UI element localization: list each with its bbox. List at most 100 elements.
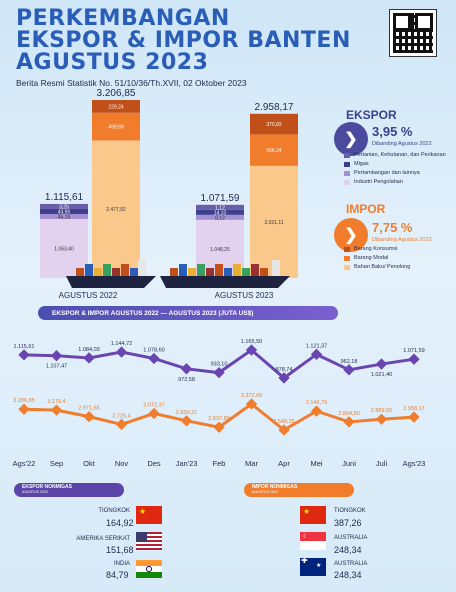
impor-total-label: 2.958,17	[255, 102, 294, 113]
ekspor-segment-label: 1.063,40	[54, 246, 74, 252]
data-label: 1.144,72	[111, 341, 132, 347]
ekspor-heading: EKSPOR	[346, 108, 397, 122]
ekspor-country-1-name: TIONGKOK	[98, 508, 130, 514]
x-tick-label: Mar	[245, 459, 258, 468]
ekspor-segment-label: 1.048,25	[210, 247, 230, 253]
data-point	[18, 349, 30, 361]
ship-container	[170, 268, 178, 276]
impor-total-label: 3.206,85	[97, 88, 136, 99]
ship-container	[260, 268, 268, 276]
data-label: 962,18	[341, 359, 358, 365]
legend-swatch	[344, 161, 350, 167]
ekspor-segment-label: 45,16	[58, 214, 71, 220]
ship-container	[197, 264, 205, 276]
ship-container	[233, 264, 241, 276]
ekspor-segment-label: 1,12	[215, 205, 225, 211]
ship-container	[224, 268, 232, 276]
singapore-flag-icon: ☾	[300, 532, 326, 550]
data-point	[278, 372, 290, 384]
ship-container	[215, 264, 223, 276]
data-point	[408, 353, 420, 365]
china-flag-icon: ★	[136, 506, 162, 524]
ekspor-country-2-value: 151,68	[106, 545, 134, 555]
ekspor-bar-segment	[40, 208, 88, 214]
ekspor-nonmigas-pill: EKSPOR NONMIGAS AGUSTUS 2023	[14, 483, 124, 497]
data-label: 1.121,37	[306, 343, 327, 349]
data-point	[83, 352, 95, 364]
ship-cabin	[138, 260, 146, 276]
ekspor-country-3-name: INDIA	[113, 561, 130, 567]
legend-swatch	[344, 170, 350, 176]
data-point	[180, 415, 193, 427]
data-point	[180, 363, 193, 375]
ekspor-bar-segment	[196, 204, 244, 210]
legend-item: Bahan Baku/ Penolong	[344, 264, 410, 270]
data-label: 2.637,89	[208, 416, 229, 422]
x-tick-label: Des	[147, 459, 161, 468]
ship-container	[76, 268, 84, 276]
data-label: 1.071,59	[403, 348, 424, 354]
ship-container	[179, 264, 187, 276]
data-label: 3.372,69	[241, 393, 262, 399]
impor-bar-segment	[250, 113, 298, 135]
ekspor-bar-segment	[40, 203, 88, 209]
ekspor-down-icon: ❯	[334, 122, 368, 156]
line-chart-title: EKSPOR & IMPOR AGUSTUS 2022 — AGUSTUS 20…	[38, 306, 338, 320]
x-tick-label: Juni	[342, 459, 356, 468]
impor-country-2-value: 248,34	[334, 545, 362, 555]
data-point	[83, 410, 95, 423]
data-label: 2.548,35	[273, 419, 294, 425]
ships-illustration	[66, 260, 290, 288]
data-point	[115, 346, 128, 358]
legend-item: Pertambangan dan lainnya	[344, 170, 420, 176]
ship-container	[121, 264, 129, 276]
x-tick-label: Mei	[310, 459, 322, 468]
legend-item: Migas	[344, 161, 369, 167]
impor-segment-label: 2.477,92	[106, 207, 126, 213]
legend-label: Barang Konsumsi	[354, 246, 398, 252]
bar-category-label: AGUSTUS 2022	[59, 291, 118, 300]
ship-container	[94, 268, 102, 276]
impor-nonmigas-sub: AGUSTUS 2023	[252, 490, 278, 494]
x-tick-label: Juli	[376, 459, 388, 468]
impor-country-2-name: AUSTRALIA	[334, 535, 368, 541]
impor-heading: IMPOR	[346, 202, 386, 216]
data-label: 2.889,50	[371, 408, 392, 414]
impor-change-note: Dibanding Agustus 2022	[372, 237, 432, 243]
india-flag-icon	[136, 560, 162, 578]
data-point	[148, 407, 160, 420]
legend-label: Bahan Baku/ Penolong	[354, 264, 411, 270]
x-tick-label: Ags'23	[403, 459, 426, 468]
ship-container	[112, 268, 120, 276]
data-point	[375, 413, 388, 425]
legend-label: Pertambangan dan lainnya	[354, 170, 420, 176]
impor-bar-segment	[92, 100, 140, 113]
legend-swatch	[344, 264, 350, 270]
data-label: 1.084,03	[78, 347, 99, 353]
impor-nonmigas-pill: IMPOR NONMIGAS AGUSTUS 2023	[244, 483, 354, 497]
data-label: 878,74	[276, 367, 293, 373]
ekspor-nonmigas-sub: AGUSTUS 2023	[22, 490, 48, 494]
ekspor-bar-segment	[196, 209, 244, 215]
x-tick-label: Nov	[115, 459, 129, 468]
page-title: PERKEMBANGAN EKSPOR & IMPOR BANTEN AGUST…	[16, 8, 351, 74]
data-label: 1.021,40	[371, 372, 392, 378]
title-line-2: EKSPOR & IMPOR BANTEN	[16, 28, 351, 53]
impor-country-3-name: AUSTRALIA	[334, 561, 368, 567]
usa-flag-icon	[136, 532, 162, 550]
data-label: 2.804,50	[338, 411, 359, 417]
x-tick-label: Feb	[213, 459, 226, 468]
data-label: 2.725,4	[112, 413, 130, 419]
legend-swatch	[344, 255, 350, 261]
legend-item: Barang Konsumsi	[344, 246, 397, 252]
australia-flag-icon: ✚ ★	[300, 558, 326, 576]
qr-code-icon[interactable]	[389, 9, 437, 57]
ekspor-nonmigas-label: EKSPOR NONMIGAS	[22, 484, 73, 490]
impor-country-3-value: 248,34	[334, 570, 362, 580]
title-line-3: AGUSTUS 2023	[16, 50, 209, 75]
x-tick-label: Jan'23	[176, 459, 198, 468]
impor-segment-label: 229,24	[108, 104, 124, 110]
data-point	[310, 348, 323, 360]
data-point	[213, 366, 225, 379]
